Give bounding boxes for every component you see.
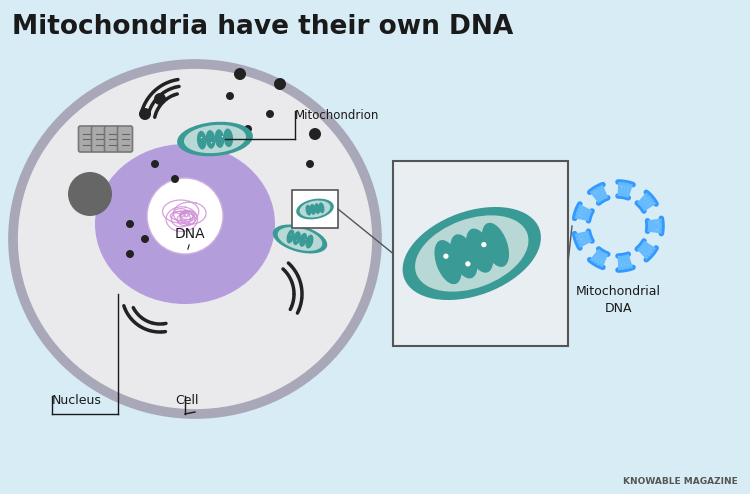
Circle shape xyxy=(146,98,148,101)
Ellipse shape xyxy=(319,203,325,213)
Text: Mitochondria have their own DNA: Mitochondria have their own DNA xyxy=(12,14,513,40)
Circle shape xyxy=(161,323,164,326)
Circle shape xyxy=(139,325,142,328)
Circle shape xyxy=(158,105,161,108)
Circle shape xyxy=(139,108,151,120)
Text: Mitochondrial
DNA: Mitochondrial DNA xyxy=(575,285,661,315)
Circle shape xyxy=(274,78,286,90)
Text: DNA: DNA xyxy=(175,227,206,241)
Circle shape xyxy=(210,141,213,144)
Circle shape xyxy=(292,292,296,295)
Ellipse shape xyxy=(310,204,316,215)
Circle shape xyxy=(165,98,168,101)
Circle shape xyxy=(290,264,292,268)
Circle shape xyxy=(308,208,309,209)
Ellipse shape xyxy=(415,215,529,291)
Ellipse shape xyxy=(450,234,478,279)
Circle shape xyxy=(296,274,299,277)
Circle shape xyxy=(141,109,144,112)
FancyBboxPatch shape xyxy=(104,126,119,152)
Ellipse shape xyxy=(305,235,314,248)
Circle shape xyxy=(304,238,307,240)
Ellipse shape xyxy=(292,231,301,245)
Circle shape xyxy=(300,296,303,299)
Text: Nucleus: Nucleus xyxy=(52,394,102,407)
Circle shape xyxy=(141,235,149,243)
FancyBboxPatch shape xyxy=(79,126,94,152)
Ellipse shape xyxy=(299,201,331,217)
Circle shape xyxy=(234,68,246,80)
Circle shape xyxy=(172,79,175,82)
FancyBboxPatch shape xyxy=(118,126,133,152)
Circle shape xyxy=(244,125,252,133)
Circle shape xyxy=(174,86,177,89)
Ellipse shape xyxy=(434,240,461,284)
Circle shape xyxy=(152,90,155,93)
Text: KNOWABLE MAGAZINE: KNOWABLE MAGAZINE xyxy=(623,477,738,486)
Circle shape xyxy=(481,241,488,248)
Ellipse shape xyxy=(278,227,322,251)
Circle shape xyxy=(296,240,298,242)
Circle shape xyxy=(221,135,224,138)
Bar xyxy=(292,190,338,228)
Circle shape xyxy=(162,91,165,94)
Circle shape xyxy=(171,175,179,183)
Circle shape xyxy=(151,160,159,168)
Text: Mitochondrion: Mitochondrion xyxy=(295,109,380,122)
Ellipse shape xyxy=(197,131,206,150)
Ellipse shape xyxy=(224,128,233,147)
Circle shape xyxy=(68,172,112,216)
FancyBboxPatch shape xyxy=(92,126,106,152)
Circle shape xyxy=(126,250,134,258)
Ellipse shape xyxy=(184,125,246,153)
Ellipse shape xyxy=(13,64,377,414)
Ellipse shape xyxy=(403,207,541,300)
Circle shape xyxy=(284,270,286,273)
Circle shape xyxy=(147,178,223,254)
Circle shape xyxy=(151,322,154,325)
Ellipse shape xyxy=(214,129,224,148)
Circle shape xyxy=(226,92,234,100)
Circle shape xyxy=(464,260,471,267)
Text: Cell: Cell xyxy=(175,394,199,407)
Circle shape xyxy=(298,308,301,311)
Circle shape xyxy=(162,83,165,86)
Circle shape xyxy=(442,253,449,259)
Circle shape xyxy=(290,305,293,308)
Circle shape xyxy=(309,128,321,140)
Circle shape xyxy=(300,285,303,288)
Ellipse shape xyxy=(286,230,295,244)
Circle shape xyxy=(154,93,166,105)
Ellipse shape xyxy=(177,122,253,156)
Circle shape xyxy=(306,160,314,168)
Circle shape xyxy=(148,329,152,332)
Circle shape xyxy=(290,281,293,284)
Ellipse shape xyxy=(95,144,275,304)
Ellipse shape xyxy=(206,130,215,149)
Circle shape xyxy=(147,111,150,114)
Circle shape xyxy=(200,136,203,139)
Circle shape xyxy=(172,93,176,96)
Circle shape xyxy=(266,110,274,118)
Ellipse shape xyxy=(273,224,327,253)
Ellipse shape xyxy=(466,229,494,273)
Ellipse shape xyxy=(296,199,334,219)
Circle shape xyxy=(160,330,164,333)
Ellipse shape xyxy=(482,223,509,267)
Circle shape xyxy=(126,220,134,228)
Bar xyxy=(393,161,568,346)
Circle shape xyxy=(313,210,314,212)
Circle shape xyxy=(318,206,320,208)
Ellipse shape xyxy=(314,203,320,214)
Circle shape xyxy=(124,308,127,311)
Circle shape xyxy=(130,317,133,321)
Ellipse shape xyxy=(305,205,311,215)
Circle shape xyxy=(134,309,136,312)
Circle shape xyxy=(290,234,292,236)
Ellipse shape xyxy=(299,233,307,247)
Circle shape xyxy=(141,317,144,320)
Circle shape xyxy=(154,113,157,116)
Circle shape xyxy=(153,100,156,103)
